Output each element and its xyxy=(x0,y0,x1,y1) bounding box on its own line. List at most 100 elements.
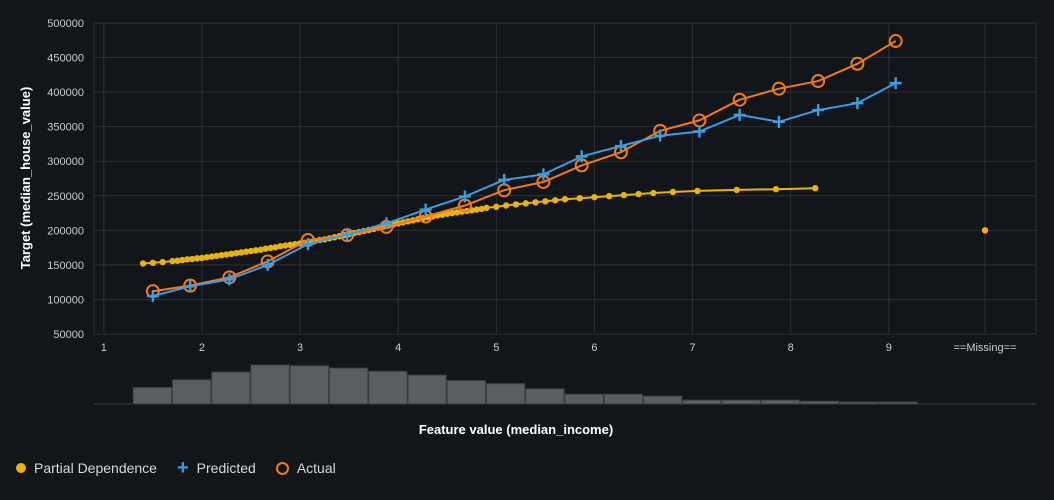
point-partial-dependence xyxy=(179,256,186,264)
point-predicted xyxy=(458,190,471,203)
series-line-predicted xyxy=(152,82,897,297)
point-partial-dependence xyxy=(184,256,191,263)
point-partial-dependence xyxy=(218,252,225,259)
y-tick-label: 200000 xyxy=(47,225,84,237)
point-partial-dependence xyxy=(242,248,250,255)
histogram-bar xyxy=(172,379,212,405)
y-tick-label: 50000 xyxy=(53,329,84,341)
histogram-bar xyxy=(564,393,604,405)
point-predicted xyxy=(772,115,785,128)
histogram-bar xyxy=(132,387,172,405)
point-predicted xyxy=(146,289,159,302)
histogram-bar xyxy=(760,399,800,405)
histogram-bar xyxy=(250,364,290,405)
point-predicted xyxy=(889,77,902,90)
y-tick-label: 250000 xyxy=(47,191,84,203)
point-partial-dependence xyxy=(262,245,269,252)
point-partial-dependence xyxy=(252,247,260,254)
histogram-bar xyxy=(329,367,369,405)
y-tick-label: 400000 xyxy=(47,87,84,99)
point-partial-dependence xyxy=(512,201,520,208)
point-partial-dependence xyxy=(694,187,701,195)
point-partial-dependence xyxy=(483,204,490,212)
legend-label-actual: Actual xyxy=(296,460,336,476)
point-partial-dependence xyxy=(561,196,569,203)
point-partial-dependence xyxy=(228,250,235,258)
x-tick-label: 5 xyxy=(493,342,499,354)
point-predicted xyxy=(261,258,274,271)
point-actual xyxy=(811,74,826,89)
point-partial-dependence xyxy=(139,260,147,267)
point-predicted xyxy=(812,104,825,117)
point-partial-dependence xyxy=(159,258,166,266)
point-predicted xyxy=(380,217,393,230)
point-partial-dependence xyxy=(473,206,480,213)
histogram-bar xyxy=(446,380,486,405)
point-predicted xyxy=(733,108,746,121)
point-partial-dependence xyxy=(208,253,215,260)
point-partial-dependence xyxy=(605,192,613,200)
y-tick-label: 100000 xyxy=(47,294,84,306)
point-predicted xyxy=(184,280,197,293)
point-partial-dependence xyxy=(233,249,240,257)
point-actual xyxy=(888,33,903,48)
histogram xyxy=(94,364,1036,405)
circle-icon xyxy=(275,461,289,475)
histogram-bar xyxy=(682,399,722,405)
point-partial-dependence xyxy=(223,251,230,258)
point-partial-dependence xyxy=(169,257,176,265)
point-partial-dependence xyxy=(237,249,245,256)
y-tick-label: 350000 xyxy=(47,122,84,134)
x-tick-label: 7 xyxy=(690,342,696,354)
point-partial-dependence xyxy=(493,203,500,211)
point-partial-dependence xyxy=(272,244,279,251)
y-tick-label: 150000 xyxy=(47,260,84,272)
point-predicted xyxy=(614,140,627,153)
point-partial-dependence xyxy=(444,210,451,217)
legend: Partial Dependence + Predicted Actual xyxy=(16,457,336,479)
series-line-actual xyxy=(152,40,897,293)
point-partial-dependence xyxy=(257,246,265,253)
x-tick-label: 3 xyxy=(297,342,303,354)
series-layer xyxy=(139,33,989,302)
point-predicted xyxy=(851,97,864,110)
legend-item-actual[interactable]: Actual xyxy=(275,460,336,476)
x-tick-label: 4 xyxy=(395,342,401,354)
histogram-bar xyxy=(289,365,329,405)
point-partial-dependence xyxy=(267,244,274,252)
x-tick-label: 2 xyxy=(199,342,205,354)
x-tick-label: 9 xyxy=(886,342,892,354)
point-partial-dependence xyxy=(478,205,485,213)
histogram-bar xyxy=(486,383,526,405)
point-partial-dependence xyxy=(532,199,539,206)
point-predicted xyxy=(575,150,588,163)
point-predicted xyxy=(223,273,236,286)
point-actual xyxy=(732,92,747,107)
y-axis-ticks: 50000 100000 150000 200000 250000 300000 35000… xyxy=(47,18,84,341)
dot-icon xyxy=(16,463,26,473)
point-actual xyxy=(771,81,786,96)
point-partial-dependence xyxy=(772,186,780,193)
legend-item-predicted[interactable]: + Predicted xyxy=(176,457,256,479)
point-partial-dependence xyxy=(542,198,549,205)
y-tick-label: 500000 xyxy=(47,18,84,30)
histogram-bar xyxy=(368,370,408,405)
histogram-bar xyxy=(721,399,761,405)
point-predicted xyxy=(654,129,667,142)
point-partial-dependence xyxy=(287,241,294,249)
plus-icon: + xyxy=(176,457,189,479)
point-partial-dependence xyxy=(277,243,284,250)
legend-item-partial-dependence[interactable]: Partial Dependence xyxy=(16,460,157,476)
point-actual xyxy=(850,56,865,71)
point-partial-dependence xyxy=(620,191,628,199)
point-predicted xyxy=(498,173,511,186)
point-partial-dependence xyxy=(733,186,740,194)
point-partial-dependence xyxy=(576,194,583,202)
point-partial-dependence xyxy=(174,257,181,264)
point-partial-dependence xyxy=(635,190,642,198)
point-predicted xyxy=(537,168,550,181)
histogram-bar xyxy=(525,388,565,405)
point-partial-dependence xyxy=(650,189,657,197)
grid xyxy=(93,22,1037,335)
